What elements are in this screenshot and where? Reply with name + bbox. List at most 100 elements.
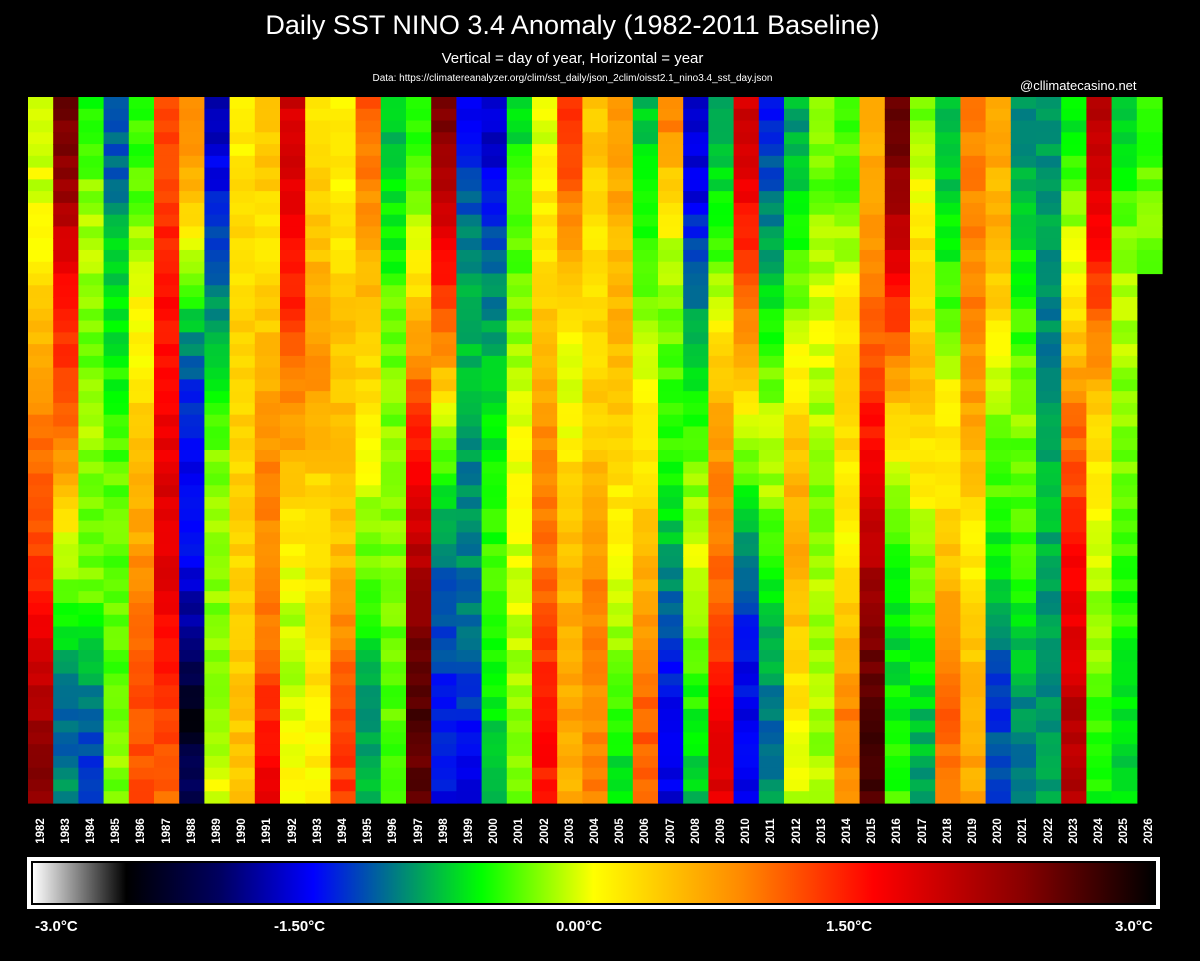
heatmap-cell [53,238,79,251]
heatmap-cell [1111,779,1138,792]
heatmap-cell [733,450,760,463]
heatmap-cell [1111,508,1138,522]
heatmap-cell [1111,308,1138,322]
heatmap-cell [557,108,583,122]
heatmap-cell [28,120,54,133]
heatmap-cell [985,673,1012,686]
heatmap-cell [859,732,886,745]
heatmap-cell [784,402,810,416]
heatmap-cell [582,402,609,416]
heatmap-cell [607,555,634,569]
heatmap-cell [758,779,785,792]
heatmap-cell [204,367,231,380]
heatmap-cell [733,520,760,533]
heatmap-cell [758,520,785,533]
heatmap-cell [78,179,105,192]
heatmap-cell [935,708,961,722]
heatmap-cell [607,261,634,275]
heatmap-cell [53,755,79,769]
heatmap-cell [456,285,483,298]
heatmap-cell [229,144,256,157]
heatmap-cell [1061,697,1087,710]
heatmap-cell [406,532,432,545]
heatmap-cell [1010,661,1037,675]
heatmap-cell [1036,602,1062,616]
heatmap-cell [154,320,180,333]
heatmap-cell [431,273,457,286]
heatmap-cell [431,402,457,416]
heatmap-cell [53,167,79,180]
heatmap-cell [884,708,911,722]
heatmap-cell [229,732,256,745]
heatmap-cell [1061,497,1087,510]
heatmap-cell [708,167,735,180]
heatmap-cell [658,202,684,216]
heatmap-cell [607,661,634,675]
heatmap-cell [103,626,130,639]
heatmap-cell [632,638,659,651]
heatmap-cell [506,626,533,639]
heatmap-cell [28,191,54,204]
heatmap-cell [280,332,306,345]
heatmap-cell [884,132,911,145]
heatmap-cell [960,214,987,228]
heatmap-cell [607,226,634,239]
heatmap-cell [632,97,659,110]
heatmap-cell [658,402,684,416]
heatmap-cell [179,214,205,228]
heatmap-cell [456,238,483,251]
heatmap-cell [53,414,79,428]
heatmap-cell [456,144,483,157]
heatmap-cell [103,720,130,733]
heatmap-cell [834,108,861,122]
heatmap-cell [481,332,508,345]
heatmap-cell [859,120,886,133]
heatmap-cell [28,202,54,216]
heatmap-cell [481,108,508,122]
heatmap-cell [431,202,457,216]
heatmap-cell [607,602,634,616]
heatmap-cell [985,744,1012,757]
heatmap-cell [607,414,634,428]
heatmap-cell [355,779,382,792]
year-column-1996 [380,97,407,804]
heatmap-cell [179,285,205,298]
heatmap-cell [456,261,483,275]
heatmap-cell [229,720,256,733]
heatmap-cell [607,438,634,451]
heatmap-cell [809,167,835,180]
heatmap-cell [658,544,684,557]
heatmap-cell [204,438,231,451]
heatmap-cell [78,97,105,110]
heatmap-cell [456,673,483,686]
heatmap-cell [305,238,331,251]
heatmap-cell [78,367,105,380]
heatmap-cell [154,261,180,275]
heatmap-cell [935,720,961,733]
year-column-2006 [632,97,659,804]
heatmap-cell [406,414,432,428]
heatmap-cell [834,285,861,298]
heatmap-cell [683,155,709,169]
heatmap-cell [179,297,205,310]
heatmap-cell [78,108,105,122]
heatmap-cell [935,567,961,581]
heatmap-cell [330,238,357,251]
heatmap-cell [859,344,886,357]
heatmap-cell [380,485,407,498]
heatmap-cell [103,308,130,322]
heatmap-cell [658,144,684,157]
heatmap-cell [557,402,583,416]
heatmap-cell [154,167,180,180]
heatmap-cell [1111,755,1138,769]
heatmap-cell [406,579,432,592]
heatmap-cell [884,497,911,510]
heatmap-cell [960,708,987,722]
heatmap-cell [1086,273,1113,286]
heatmap-cell [632,285,659,298]
year-tick-text: 1992 [286,818,299,844]
heatmap-cell [330,461,357,475]
heatmap-cell [960,391,987,404]
heatmap-cell [658,485,684,498]
heatmap-cell [758,249,785,263]
